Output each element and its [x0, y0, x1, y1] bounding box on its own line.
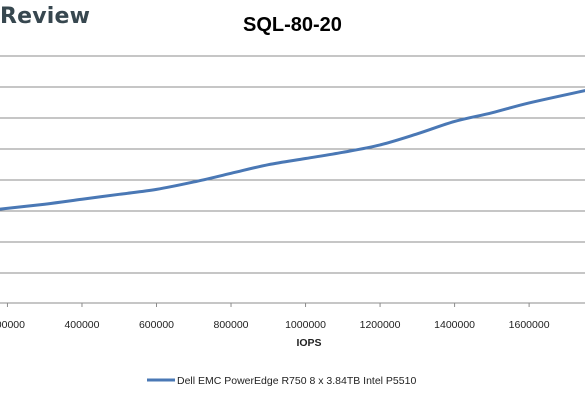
- x-tick-label: 800000: [213, 319, 248, 331]
- chart-title: SQL-80-20: [243, 14, 342, 36]
- legend: Dell EMC PowerEdge R750 8 x 3.84TB Intel…: [147, 375, 416, 387]
- series-line: [0, 89, 585, 211]
- x-tick-label: 200000: [0, 319, 25, 331]
- x-tick-label: 400000: [64, 319, 99, 331]
- x-tick-label: 1400000: [434, 319, 475, 331]
- series-layer: [0, 89, 585, 211]
- x-tick-label: 1600000: [509, 319, 550, 331]
- x-axis-title: IOPS: [296, 337, 321, 349]
- gridlines: [0, 55, 585, 304]
- x-axis: [6, 303, 530, 307]
- brand-logo: Review: [0, 4, 91, 29]
- x-tick-label: 1000000: [285, 319, 326, 331]
- x-tick-label: 600000: [139, 319, 174, 331]
- legend-label: Dell EMC PowerEdge R750 8 x 3.84TB Intel…: [177, 375, 416, 387]
- x-tick-labels: 200000 400000 600000 800000 1000000 1200000 14…: [0, 319, 550, 331]
- x-tick-label: 1200000: [360, 319, 401, 331]
